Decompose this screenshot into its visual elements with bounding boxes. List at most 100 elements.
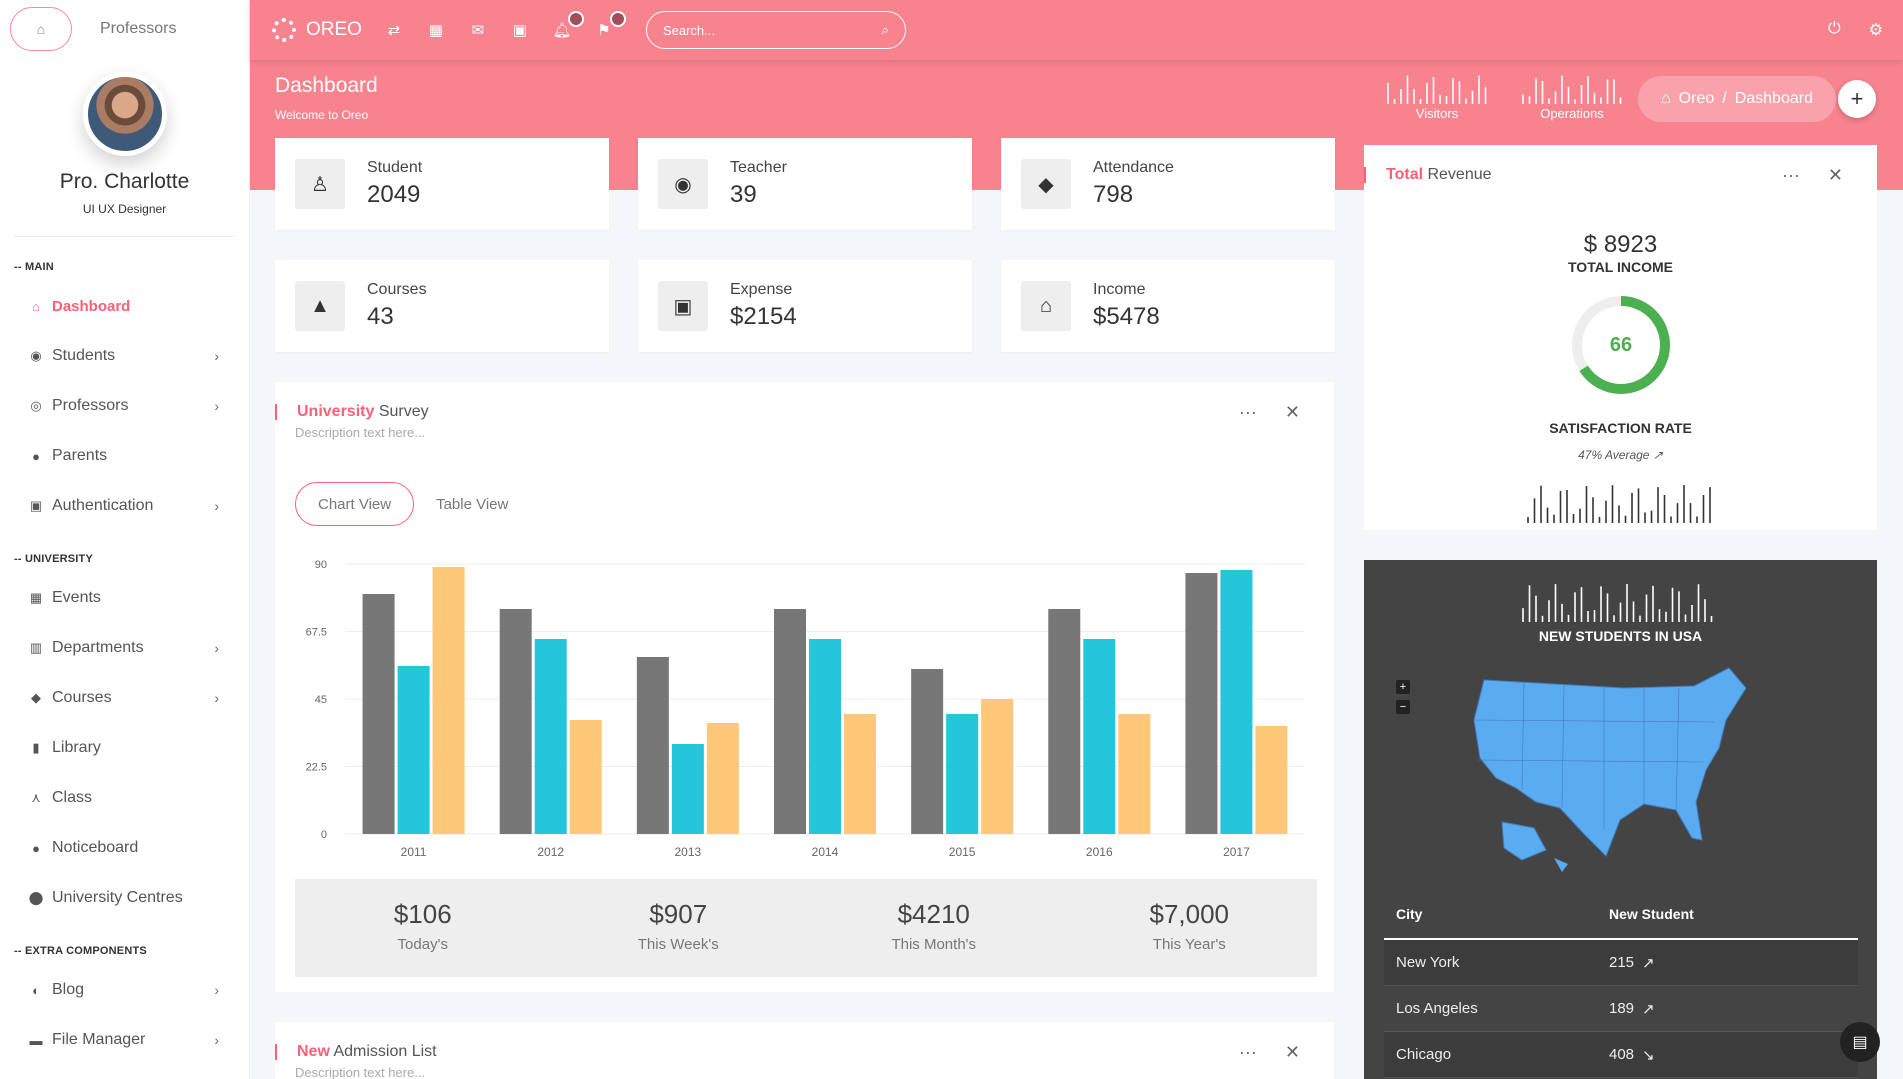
sidebar-item-noticeboard[interactable]: ● Noticeboard [0, 823, 249, 873]
stat-card-courses[interactable]: ▲ Courses 43 [275, 260, 609, 352]
more-icon[interactable]: ··· [1238, 1042, 1257, 1062]
sidebar-item-file-manager[interactable]: ▬ File Manager › [0, 1015, 249, 1065]
bar-2012-series-3[interactable] [569, 720, 602, 834]
account-circle-icon: ◉ [658, 159, 708, 209]
add-button[interactable]: + [1838, 80, 1876, 118]
table-row[interactable]: New York 215 ↗ [1384, 940, 1858, 986]
sidebar-item-courses[interactable]: ◆ Courses › [0, 673, 249, 723]
sidebar-item-students[interactable]: ◉ Students › [0, 331, 249, 381]
zoom-in-button[interactable]: + [1396, 680, 1410, 694]
stat-card-expense[interactable]: ▣ Expense $2154 [638, 260, 972, 352]
bar-2016-series-3[interactable] [1118, 714, 1151, 834]
bar-2016-series-1[interactable] [1048, 609, 1081, 834]
y-tick-label: 0 [321, 829, 327, 841]
profile-role: UI UX Designer [82, 202, 167, 216]
bar-2013-series-2[interactable] [671, 744, 704, 834]
table-row[interactable]: Chicago 408 ↘ [1384, 1032, 1858, 1078]
bar-2012-series-2[interactable] [534, 639, 567, 834]
bar-2014-series-2[interactable] [809, 639, 841, 834]
tab-chart-view[interactable]: Chart View [295, 482, 415, 526]
swap-icon[interactable]: ⇄ [387, 22, 401, 39]
close-icon[interactable]: ✕ [1827, 165, 1843, 185]
more-icon[interactable]: ··· [1781, 165, 1800, 185]
usa-map[interactable] [1464, 660, 1784, 880]
x-tick-label: 2015 [949, 845, 976, 859]
avatar[interactable] [82, 72, 167, 156]
calendar-icon[interactable]: ▦ [428, 22, 444, 39]
view-tabs: Chart View Table View [295, 482, 530, 526]
bar-2013-series-3[interactable] [706, 723, 739, 834]
bar-2014-series-1[interactable] [774, 609, 806, 834]
logo[interactable]: OREO [272, 18, 362, 42]
sidebar-item-label: Noticeboard [52, 839, 139, 856]
search-icon[interactable]: ⌕ [881, 22, 889, 37]
contacts-icon[interactable]: ▣ [512, 22, 528, 39]
graduation-cap-icon: ▲ [295, 281, 345, 331]
bar-2015-series-3[interactable] [981, 699, 1014, 834]
bar-2011-series-1[interactable] [362, 594, 395, 834]
bar-2012-series-1[interactable] [499, 609, 532, 834]
usa-mainland[interactable] [1473, 667, 1747, 857]
stat-card-teacher[interactable]: ◉ Teacher 39 [638, 138, 972, 230]
sidebar-item-professors[interactable]: ◎ Professors › [0, 381, 249, 431]
close-icon[interactable]: ✕ [1284, 1042, 1300, 1062]
alaska[interactable] [1501, 821, 1547, 861]
bar-2017-series-3[interactable] [1255, 726, 1288, 834]
panel-title-rest: Survey [374, 403, 429, 420]
search-input[interactable] [662, 22, 863, 38]
sitemap-icon: ⋏ [31, 790, 41, 805]
revenue-spark-icon [1527, 485, 1711, 523]
stat-card-income[interactable]: ⌂ Income $5478 [1001, 260, 1335, 352]
summary-label: This Month's [891, 936, 977, 953]
map-title: NEW STUDENTS IN USA [1538, 628, 1703, 644]
more-icon[interactable]: ··· [1238, 402, 1257, 422]
stat-card-student[interactable]: ♙ Student 2049 [275, 138, 609, 230]
sidebar-item-parents[interactable]: ● Parents [0, 431, 249, 481]
stat-card-attendance[interactable]: ◆ Attendance 798 [1001, 138, 1335, 230]
gear-icon[interactable]: ⚙ [1868, 22, 1883, 39]
users-icon: ◉ [30, 348, 42, 363]
breadcrumb-root[interactable]: Oreo [1678, 90, 1715, 107]
sidebar-item-label: File Manager [52, 1031, 146, 1048]
sidebar-item-label: Library [52, 739, 101, 756]
bell-icon[interactable]: 🔔︎ [552, 11, 584, 39]
panel-actions: ··· ✕ [1239, 402, 1300, 423]
plus-icon: + [1850, 86, 1864, 111]
power-icon[interactable]: ⏻ [1828, 20, 1841, 37]
panel-actions: ··· ✕ [1782, 165, 1843, 186]
sidebar-item-departments[interactable]: ▥ Departments › [0, 623, 249, 673]
sidebar-item-label: Authentication [52, 497, 154, 514]
sidebar-item-dashboard[interactable]: ⌂ Dashboard [0, 281, 249, 331]
bar-2011-series-2[interactable] [397, 666, 430, 834]
bar-2015-series-1[interactable] [911, 669, 944, 834]
sidebar-menu: -- MAIN ⌂ Dashboard ◉ Students › ◎ Professors › ●… [0, 253, 249, 1065]
satisfaction-value: 66 [1609, 333, 1633, 356]
home-button[interactable]: ⌂ [10, 7, 72, 51]
stat-text: Teacher 39 [730, 159, 787, 209]
bar-2017-series-2[interactable] [1220, 570, 1253, 834]
bar-2011-series-3[interactable] [432, 567, 465, 834]
sidebar-item-authentication[interactable]: ▣ Authentication › [0, 481, 249, 531]
hawaii[interactable] [1554, 858, 1568, 872]
bar-2013-series-1[interactable] [636, 657, 669, 834]
sidebar-item-label: University Centres [52, 889, 183, 906]
bar-2016-series-2[interactable] [1083, 639, 1116, 834]
chat-button[interactable]: ▤ [1840, 1022, 1880, 1062]
mail-icon[interactable]: ✉ [471, 22, 485, 39]
panel-title-accent: University [297, 403, 375, 420]
flag-icon[interactable]: ⚑ [594, 11, 626, 39]
table-row[interactable]: Los Angeles 189 ↗ [1384, 986, 1858, 1032]
zoom-out-button[interactable]: − [1396, 700, 1410, 714]
bar-2015-series-2[interactable] [946, 714, 979, 834]
sidebar-item-blog[interactable]: ◐ Blog › [0, 965, 249, 1015]
tab-table-view[interactable]: Table View [436, 495, 509, 513]
sidebar-top-label[interactable]: Professors [100, 20, 177, 37]
logo-icon [272, 18, 296, 42]
sidebar-item-class[interactable]: ⋏ Class [0, 773, 249, 823]
bar-2014-series-3[interactable] [844, 714, 876, 834]
sidebar-item-university-centres[interactable]: ⬤ University Centres [0, 873, 249, 923]
sidebar-item-library[interactable]: ▮ Library [0, 723, 249, 773]
bar-2017-series-1[interactable] [1185, 573, 1218, 834]
sidebar-item-events[interactable]: ▦ Events [0, 573, 249, 623]
close-icon[interactable]: ✕ [1284, 402, 1300, 422]
